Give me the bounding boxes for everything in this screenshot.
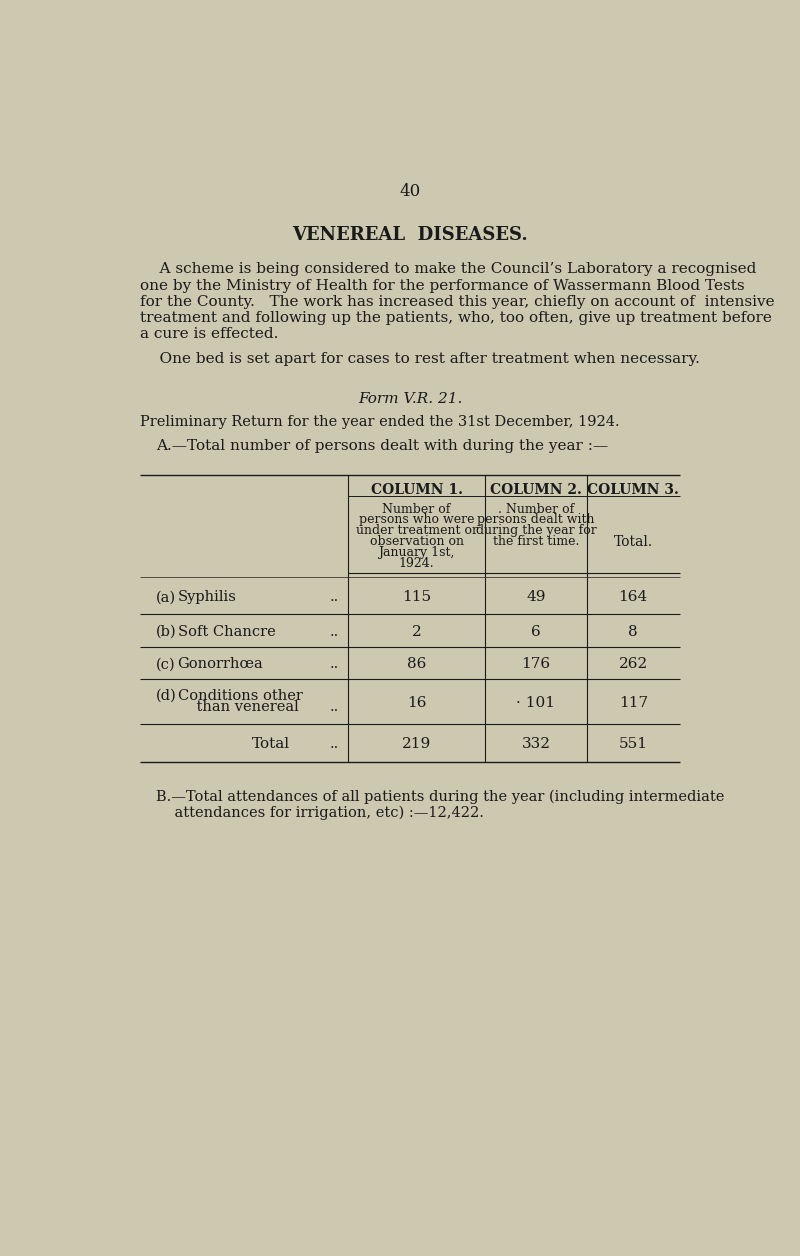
Text: . Number of: . Number of	[498, 502, 574, 516]
Text: 262: 262	[618, 657, 648, 672]
Text: Total.: Total.	[614, 535, 653, 549]
Text: Form V.R. 21.: Form V.R. 21.	[358, 392, 462, 406]
Text: ..: ..	[330, 657, 338, 672]
Text: 1924.: 1924.	[398, 556, 434, 569]
Text: (c): (c)	[156, 657, 175, 672]
Text: 86: 86	[407, 657, 426, 672]
Text: Gonorrhœa: Gonorrhœa	[178, 657, 263, 672]
Text: January 1st,: January 1st,	[378, 545, 454, 559]
Text: 8: 8	[628, 625, 638, 639]
Text: ..: ..	[330, 590, 338, 604]
Text: ..: ..	[330, 737, 338, 751]
Text: (a): (a)	[156, 590, 176, 604]
Text: treatment and following up the patients, who, too often, give up treatment befor: treatment and following up the patients,…	[140, 311, 772, 325]
Text: Soft Chancre: Soft Chancre	[178, 625, 275, 639]
Text: 16: 16	[407, 696, 426, 710]
Text: ..: ..	[330, 625, 338, 639]
Text: 117: 117	[618, 696, 648, 710]
Text: than venereal: than venereal	[178, 700, 298, 713]
Text: COLUMN 1.: COLUMN 1.	[370, 482, 462, 496]
Text: 176: 176	[522, 657, 550, 672]
Text: 49: 49	[526, 590, 546, 604]
Text: under treatment or: under treatment or	[355, 524, 478, 538]
Text: One bed is set apart for cases to rest after treatment when necessary.: One bed is set apart for cases to rest a…	[140, 353, 700, 367]
Text: 332: 332	[522, 737, 550, 751]
Text: Preliminary Return for the year ended the 31st December, 1924.: Preliminary Return for the year ended th…	[140, 414, 620, 428]
Text: observation on: observation on	[370, 535, 463, 548]
Text: (b): (b)	[156, 625, 177, 639]
Text: one by the Ministry of Health for the performance of Wassermann Blood Tests: one by the Ministry of Health for the pe…	[140, 279, 745, 293]
Text: Conditions other: Conditions other	[178, 690, 302, 703]
Text: during the year for: during the year for	[475, 524, 596, 538]
Text: the first time.: the first time.	[493, 535, 579, 548]
Text: 164: 164	[618, 590, 648, 604]
Text: a cure is effected.: a cure is effected.	[140, 327, 278, 342]
Text: Total: Total	[251, 737, 290, 751]
Text: COLUMN 2.: COLUMN 2.	[490, 482, 582, 496]
Text: 2: 2	[412, 625, 422, 639]
Text: 219: 219	[402, 737, 431, 751]
Text: B.—Total attendances of all patients during the year (including intermediate: B.—Total attendances of all patients dur…	[156, 790, 724, 804]
Text: 6: 6	[531, 625, 541, 639]
Text: persons who were: persons who were	[359, 514, 474, 526]
Text: 40: 40	[399, 183, 421, 200]
Text: 551: 551	[618, 737, 648, 751]
Text: Syphilis: Syphilis	[178, 590, 236, 604]
Text: VENEREAL  DISEASES.: VENEREAL DISEASES.	[292, 226, 528, 244]
Text: A.—Total number of persons dealt with during the year :—: A.—Total number of persons dealt with du…	[156, 440, 608, 453]
Text: · 101: · 101	[517, 696, 555, 710]
Text: for the County.   The work has increased this year, chiefly on account of  inten: for the County. The work has increased t…	[140, 295, 775, 309]
Text: Number of: Number of	[382, 502, 450, 516]
Text: attendances for irrigation, etc) :—12,422.: attendances for irrigation, etc) :—12,42…	[156, 805, 484, 820]
Text: ..: ..	[330, 700, 338, 713]
Text: 115: 115	[402, 590, 431, 604]
Text: persons dealt with: persons dealt with	[477, 514, 594, 526]
Text: (d): (d)	[156, 690, 177, 703]
Text: COLUMN 3.: COLUMN 3.	[587, 482, 679, 496]
Text: A scheme is being considered to make the Council’s Laboratory a recognised: A scheme is being considered to make the…	[140, 263, 757, 276]
